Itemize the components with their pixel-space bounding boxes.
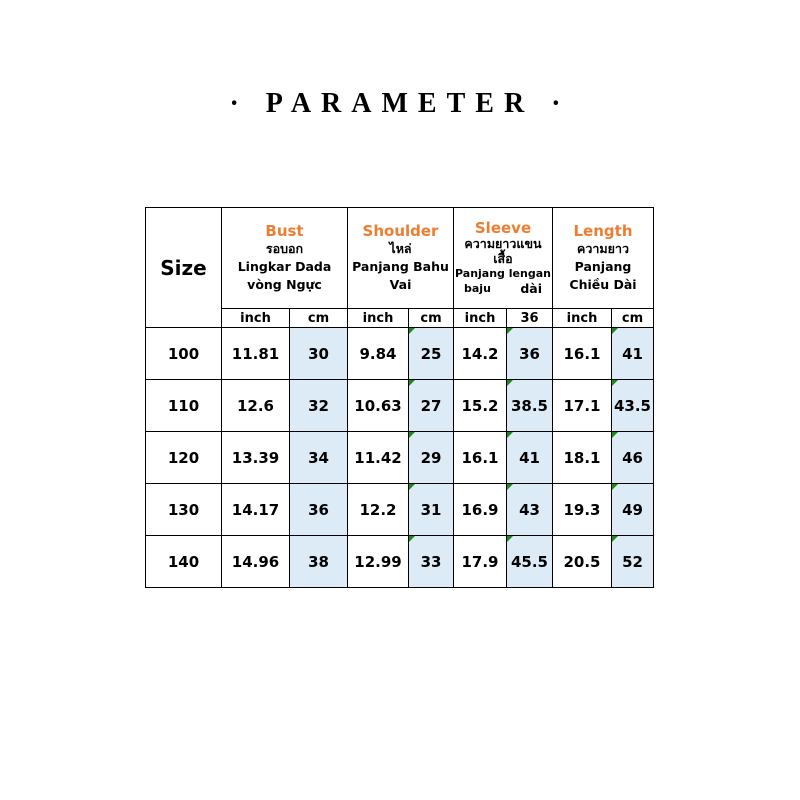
- table-row: 110 12.6 32 10.63 27 15.2 38.5 17.1 43.5: [145, 379, 654, 432]
- value-cell: 14.96: [221, 535, 290, 588]
- page-title: · PARAMETER ·: [229, 88, 571, 119]
- value-cell: 15.2: [453, 379, 507, 432]
- unit-header: cm: [408, 308, 454, 328]
- value-cell: 34: [289, 431, 348, 484]
- value-cell: 45.5: [506, 535, 553, 588]
- unit-header: inch: [453, 308, 507, 328]
- value-cell: 11.42: [347, 431, 409, 484]
- bust-header: Bust รอบอก Lingkar Dada vòng Ngực: [221, 207, 348, 309]
- size-chart-table: Size Bust รอบอก Lingkar Dada vòng Ngực Shou…: [145, 207, 654, 588]
- value-cell: 33: [408, 535, 454, 588]
- value-cell: 25: [408, 327, 454, 380]
- value-cell: 12.6: [221, 379, 290, 432]
- value-cell: 19.3: [552, 483, 612, 536]
- shoulder-header: Shoulder ไหล่ Panjang Bahu Vai: [347, 207, 454, 309]
- value-cell: 12.2: [347, 483, 409, 536]
- value-cell: 17.9: [453, 535, 507, 588]
- value-cell: 14.17: [221, 483, 290, 536]
- value-cell: 43: [506, 483, 553, 536]
- size-cell: 140: [145, 535, 222, 588]
- value-cell: 31: [408, 483, 454, 536]
- value-cell: 27: [408, 379, 454, 432]
- length-header: Length ความยาว Panjang Chiều Dài: [552, 207, 654, 309]
- unit-header: inch: [347, 308, 409, 328]
- table-row: 120 13.39 34 11.42 29 16.1 41 18.1 46: [145, 431, 654, 484]
- unit-header: inch: [221, 308, 290, 328]
- value-cell: 16.1: [453, 431, 507, 484]
- value-cell: 14.2: [453, 327, 507, 380]
- value-cell: 30: [289, 327, 348, 380]
- size-cell: 110: [145, 379, 222, 432]
- value-cell: 36: [289, 483, 348, 536]
- value-cell: 38.5: [506, 379, 553, 432]
- value-cell: 52: [611, 535, 654, 588]
- unit-header: 36: [506, 308, 553, 328]
- unit-header: cm: [611, 308, 654, 328]
- value-cell: 43.5: [611, 379, 654, 432]
- value-cell: 49: [611, 483, 654, 536]
- value-cell: 41: [611, 327, 654, 380]
- value-cell: 11.81: [221, 327, 290, 380]
- value-cell: 32: [289, 379, 348, 432]
- value-cell: 10.63: [347, 379, 409, 432]
- table-row: 100 11.81 30 9.84 25 14.2 36 16.1 41: [145, 327, 654, 380]
- value-cell: 36: [506, 327, 553, 380]
- size-cell: 120: [145, 431, 222, 484]
- sleeve-header: Sleeve ความยาวแขนเสื้อ Panjang lengan baju d…: [453, 207, 553, 309]
- value-cell: 20.5: [552, 535, 612, 588]
- table-row: 140 14.96 38 12.99 33 17.9 45.5 20.5 52: [145, 535, 654, 588]
- value-cell: 9.84: [347, 327, 409, 380]
- value-cell: 38: [289, 535, 348, 588]
- value-cell: 16.1: [552, 327, 612, 380]
- table-row: 130 14.17 36 12.2 31 16.9 43 19.3 49: [145, 483, 654, 536]
- value-cell: 16.9: [453, 483, 507, 536]
- value-cell: 18.1: [552, 431, 612, 484]
- value-cell: 46: [611, 431, 654, 484]
- value-cell: 17.1: [552, 379, 612, 432]
- value-cell: 29: [408, 431, 454, 484]
- unit-header: inch: [552, 308, 612, 328]
- value-cell: 13.39: [221, 431, 290, 484]
- size-cell: 130: [145, 483, 222, 536]
- value-cell: 41: [506, 431, 553, 484]
- size-header: Size: [145, 207, 222, 328]
- unit-header: cm: [289, 308, 348, 328]
- size-cell: 100: [145, 327, 222, 380]
- value-cell: 12.99: [347, 535, 409, 588]
